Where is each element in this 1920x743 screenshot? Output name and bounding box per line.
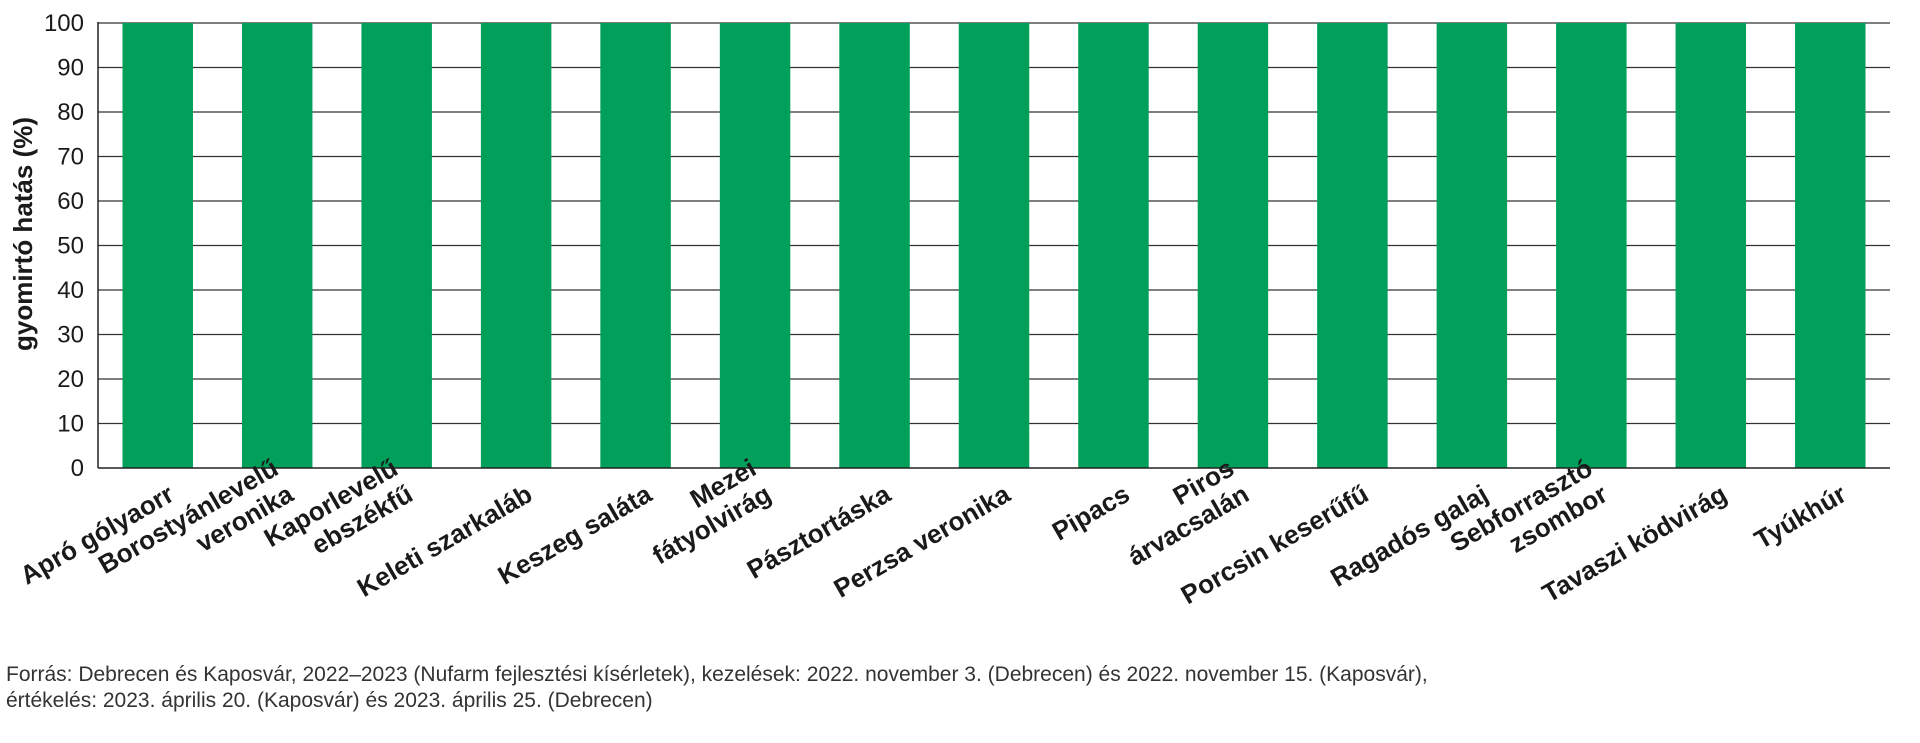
y-tick-label: 30	[57, 322, 84, 349]
axes	[97, 22, 1890, 469]
bar-chart: 0 10 20 30 40 50 60 70 80 90 100 Apró gólyaorrBoro…	[8, 10, 1890, 610]
bar	[1795, 23, 1866, 468]
x-tick-label-line: Tyúkhúr	[1749, 479, 1851, 555]
y-axis-label: gyomirtó hatás (%)	[8, 117, 38, 351]
y-tick-label: 90	[57, 55, 84, 82]
y-tick-label: 80	[57, 99, 84, 126]
bar	[958, 23, 1030, 468]
source-line-2: értékelés: 2023. április 20. (Kaposvár) …	[6, 689, 653, 712]
bar	[1675, 23, 1747, 468]
x-tick-label-line: Pipacs	[1047, 479, 1135, 547]
y-tick-label: 70	[57, 144, 84, 171]
y-tick-label: 10	[57, 411, 84, 438]
y-tick-label: 0	[71, 455, 84, 482]
bar	[1317, 23, 1388, 468]
x-tick-labels: Apró gólyaorrBorostyánlevelűveronikaKapo…	[15, 453, 1851, 610]
x-tick-label: Tyúkhúr	[1749, 479, 1851, 555]
x-tick-label-text: Pipacs	[1047, 479, 1135, 547]
x-tick-label: Pipacs	[1047, 479, 1135, 547]
y-tick-label: 50	[57, 233, 84, 260]
bars	[122, 23, 1866, 468]
bar	[122, 23, 193, 468]
bar	[600, 23, 671, 468]
bar	[480, 23, 552, 468]
y-tick-label: 100	[44, 10, 84, 37]
bar	[1556, 23, 1627, 468]
bar	[839, 23, 910, 468]
source-note: Forrás: Debrecen és Kaposvár, 2022–2023 …	[6, 662, 1906, 714]
bar	[1078, 23, 1149, 468]
y-tick-labels: 0 10 20 30 40 50 60 70 80 90 100	[44, 10, 84, 482]
bar	[361, 23, 432, 468]
bar	[1436, 23, 1508, 468]
y-tick-label: 20	[57, 366, 84, 393]
bar	[241, 23, 313, 468]
y-tick-label: 40	[57, 277, 84, 304]
source-line-1: Forrás: Debrecen és Kaposvár, 2022–2023 …	[6, 663, 1428, 686]
bar	[1197, 23, 1269, 468]
x-tick-label-text: Tyúkhúr	[1749, 479, 1851, 555]
bar	[719, 23, 791, 468]
y-tick-label: 60	[57, 188, 84, 215]
